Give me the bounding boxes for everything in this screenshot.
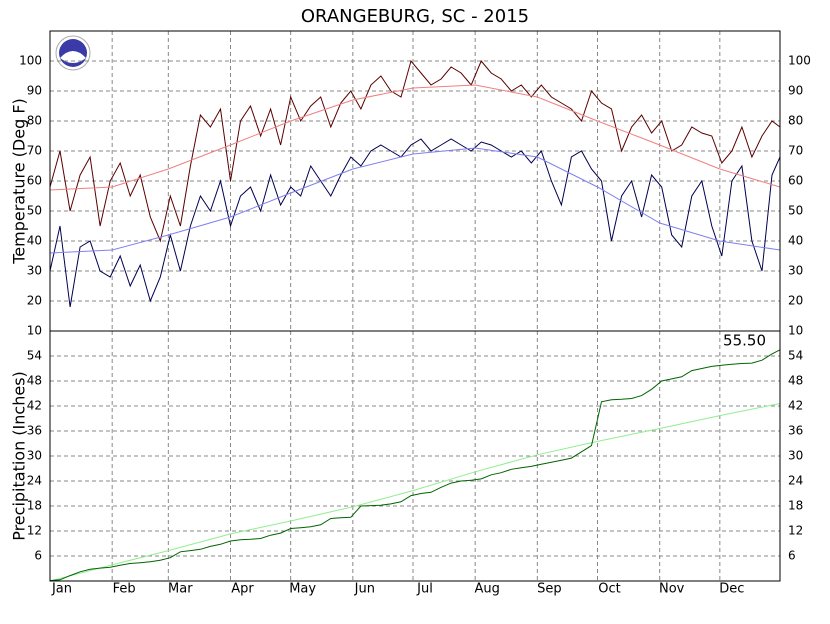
y-tick-label: 48: [788, 374, 803, 388]
y-tick-label: 70: [788, 144, 803, 158]
x-tick-label: Nov: [659, 582, 685, 597]
y-tick-label: 30: [788, 264, 803, 278]
data-line: [49, 84, 781, 191]
x-tick-label: Sep: [537, 582, 562, 597]
y-tick-label: 60: [27, 174, 42, 188]
y-tick-label: 30: [788, 449, 803, 463]
y-tick-label: 54: [27, 349, 42, 363]
x-tick-label: Jun: [354, 582, 375, 597]
y-tick-label: 42: [27, 399, 42, 413]
y-tick-label: 54: [788, 349, 803, 363]
y-tick-label: 30: [27, 449, 42, 463]
y-tick-label: 100: [19, 54, 42, 68]
y-tick-label: 50: [27, 204, 42, 218]
y-tick-label: 30: [27, 264, 42, 278]
x-tick-label: Mar: [168, 582, 193, 597]
y-tick-label: 10: [27, 324, 42, 338]
y-tick-label: 24: [27, 474, 42, 488]
y-tick-label: 100: [788, 54, 811, 68]
x-tick-label: Aug: [474, 582, 499, 597]
x-tick-label: Jan: [51, 582, 72, 597]
y-tick-label: 90: [27, 84, 42, 98]
y-tick-label: 20: [788, 294, 803, 308]
noaa-logo: [55, 35, 91, 71]
x-tick-label: Apr: [231, 582, 254, 597]
y-tick-label: 36: [788, 424, 803, 438]
y-tick-label: 48: [27, 374, 42, 388]
y-tick-label: 20: [27, 294, 42, 308]
y-tick-label: 80: [788, 114, 803, 128]
y-axis-label: Temperature (Deg F): [10, 98, 29, 265]
y-tick-label: 6: [34, 549, 42, 563]
y-tick-label: 42: [788, 399, 803, 413]
y-tick-label: 60: [788, 174, 803, 188]
x-tick-label: May: [289, 582, 316, 597]
y-tick-label: 18: [27, 499, 42, 513]
y-tick-label: 12: [788, 524, 803, 538]
data-line: [49, 59, 781, 243]
y-tick-label: 40: [27, 234, 42, 248]
y-tick-label: 18: [788, 499, 803, 513]
chart-title: ORANGEBURG, SC - 2015: [301, 6, 529, 27]
y-tick-label: 10: [788, 324, 803, 338]
y-tick-label: 80: [27, 114, 42, 128]
data-line: [49, 147, 781, 254]
data-line: [49, 349, 781, 582]
x-tick-label: Jul: [416, 582, 433, 597]
y-tick-label: 24: [788, 474, 803, 488]
y-tick-label: 12: [27, 524, 42, 538]
y-tick-label: 6: [788, 549, 796, 563]
y-tick-label: 50: [788, 204, 803, 218]
y-axis-label: Precipitation (Inches): [10, 371, 29, 541]
x-tick-label: Feb: [113, 582, 136, 597]
x-tick-label: Dec: [719, 582, 744, 597]
plot-frame: [49, 30, 781, 582]
x-tick-label: Oct: [598, 582, 620, 597]
logo-bird: [60, 51, 86, 63]
y-tick-label: 36: [27, 424, 42, 438]
data-line: [49, 138, 781, 308]
annotation: 55.50: [723, 332, 766, 350]
data-line: [49, 403, 781, 582]
y-tick-label: 40: [788, 234, 803, 248]
y-tick-label: 90: [788, 84, 803, 98]
y-tick-label: 70: [27, 144, 42, 158]
